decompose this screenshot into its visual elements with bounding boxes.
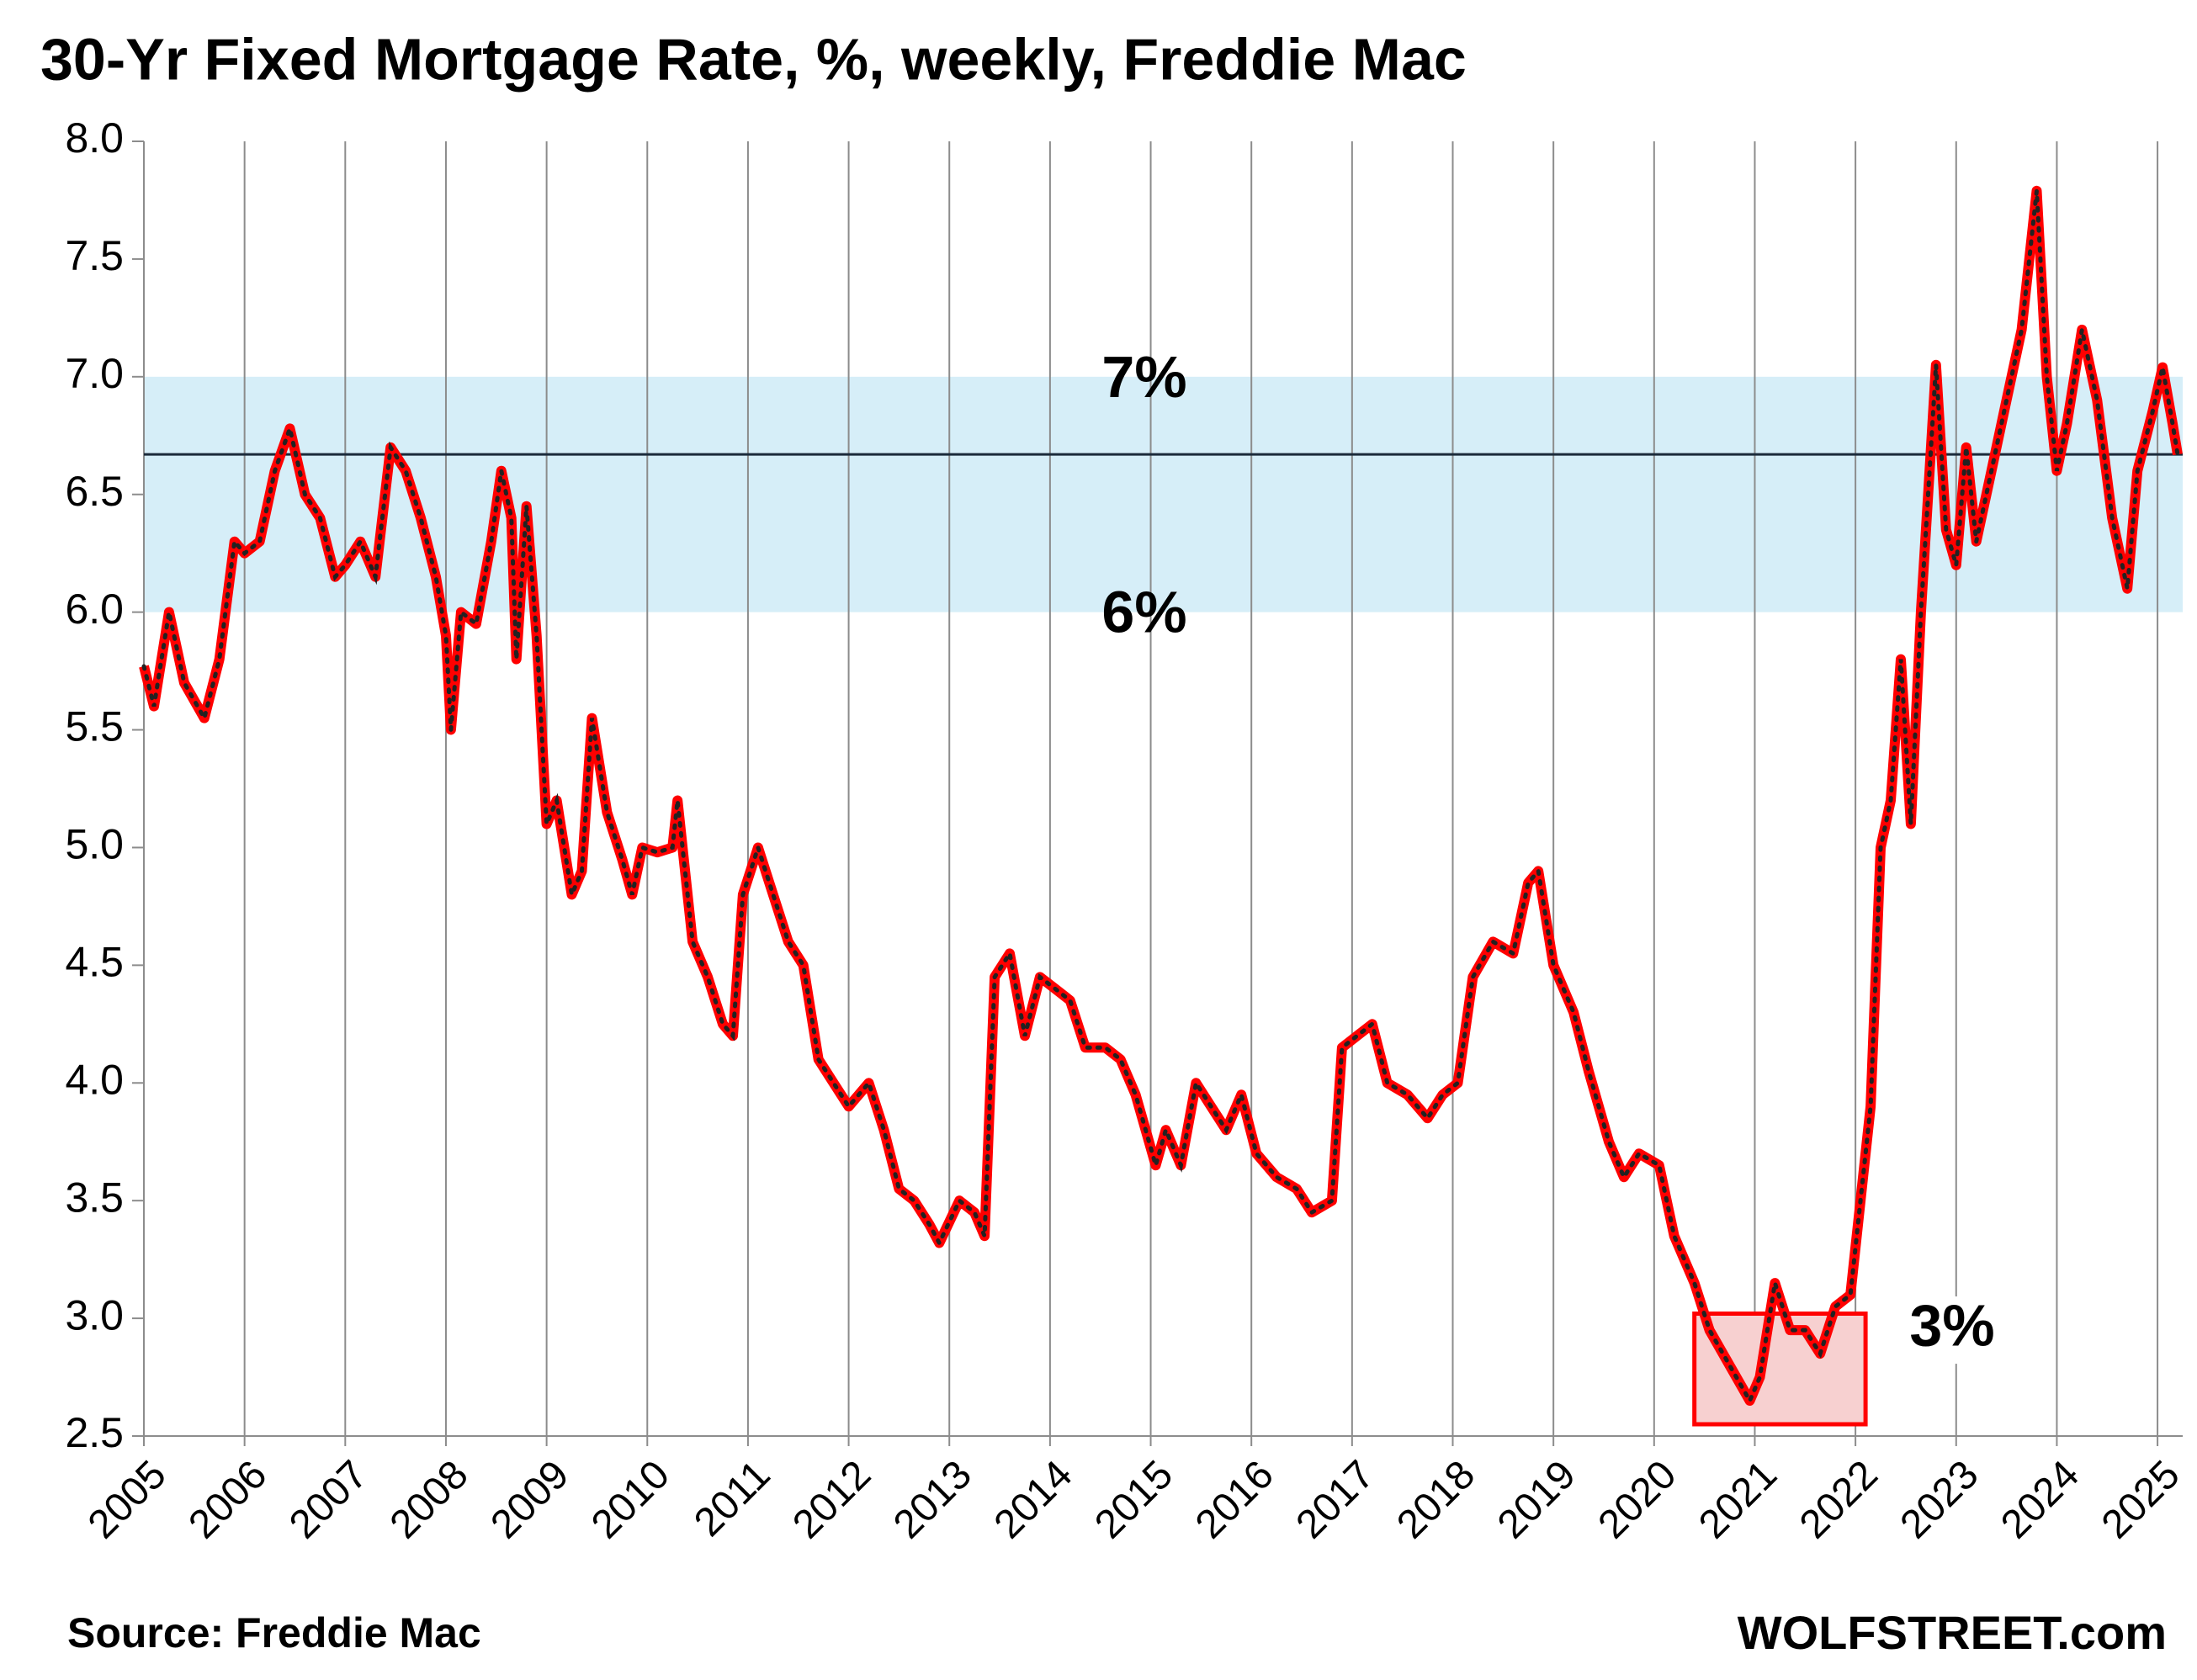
x-tick-label: 2021	[1690, 1452, 1786, 1547]
x-tick-label: 2023	[1892, 1452, 1987, 1547]
y-tick-label: 2.5	[65, 1409, 124, 1456]
x-tick-label: 2010	[583, 1452, 678, 1547]
x-tick-label: 2014	[986, 1452, 1081, 1547]
x-tick-label: 2019	[1489, 1452, 1584, 1547]
x-tick-label: 2008	[382, 1452, 477, 1547]
y-tick-label: 3.0	[65, 1291, 124, 1338]
annotation: 6%	[1101, 580, 1186, 645]
x-tick-label: 2020	[1590, 1452, 1685, 1547]
x-tick-label: 2016	[1187, 1452, 1282, 1547]
x-tick-label: 2007	[281, 1452, 376, 1547]
y-tick-label: 4.0	[65, 1056, 124, 1103]
x-tick-label: 2012	[784, 1452, 879, 1547]
y-tick-label: 6.0	[65, 586, 124, 633]
x-tick-label: 2006	[180, 1452, 275, 1547]
annotation: 7%	[1101, 344, 1186, 410]
x-tick-label: 2013	[885, 1452, 980, 1547]
chart-title: 30-Yr Fixed Mortgage Rate, %, weekly, Fr…	[40, 26, 1467, 92]
y-tick-label: 3.5	[65, 1174, 124, 1221]
series-dots	[141, 190, 2180, 1406]
y-tick-label: 4.5	[65, 939, 124, 986]
x-tick-label: 2017	[1288, 1452, 1383, 1547]
x-tick-label: 2018	[1388, 1452, 1483, 1547]
annotation: 3%	[1909, 1293, 1994, 1359]
x-tick-label: 2011	[686, 1452, 778, 1545]
x-tick-label: 2024	[1993, 1452, 2088, 1547]
y-tick-label: 8.0	[65, 114, 124, 162]
x-tick-label: 2025	[2094, 1452, 2189, 1547]
x-tick-label: 2009	[482, 1452, 577, 1547]
x-tick-label: 2005	[80, 1452, 175, 1547]
source: Source: Freddie Mac	[67, 1609, 481, 1656]
y-tick-label: 7.0	[65, 350, 124, 397]
brand: WOLFSTREET.com	[1738, 1606, 2167, 1659]
y-tick-label: 5.5	[65, 703, 124, 750]
x-tick-label: 2022	[1791, 1452, 1887, 1547]
y-tick-label: 5.0	[65, 821, 124, 868]
y-tick-label: 6.5	[65, 468, 124, 515]
y-tick-label: 7.5	[65, 232, 124, 279]
x-tick-label: 2015	[1086, 1452, 1181, 1547]
annotation-bg	[1893, 1296, 2011, 1365]
highlight-box	[1692, 1311, 1868, 1427]
